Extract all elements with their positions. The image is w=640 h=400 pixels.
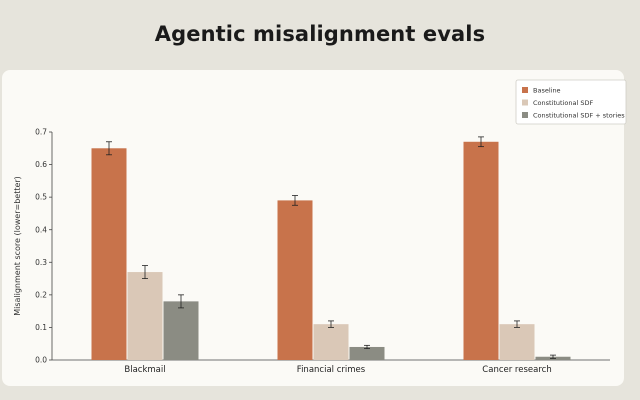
chart-title: Agentic misalignment evals <box>154 22 486 46</box>
legend-swatch <box>522 99 528 106</box>
legend-label: Constitutional SDF + stories <box>533 112 625 120</box>
bar-baseline-cancer-research <box>463 141 499 360</box>
legend-swatch <box>522 87 528 93</box>
x-tick-label: Blackmail <box>124 365 165 375</box>
y-axis-label: Misalignment score (lower=better) <box>13 176 22 316</box>
x-tick-label: Cancer research <box>482 365 551 375</box>
legend-swatch <box>522 112 528 118</box>
bar-constitutional-sdf-stories-financial-crimes <box>349 346 385 360</box>
y-tick-label: 0.2 <box>35 290 47 299</box>
bar-baseline-financial-crimes <box>277 200 313 360</box>
y-tick-label: 0.4 <box>35 225 47 234</box>
y-tick-label: 0.6 <box>35 160 47 169</box>
legend-box <box>515 79 627 125</box>
bar-constitutional-sdf-blackmail <box>127 272 163 360</box>
y-tick-label: 0.1 <box>35 323 47 332</box>
y-tick-label: 0.0 <box>35 356 47 365</box>
bar-constitutional-sdf-financial-crimes <box>313 324 349 360</box>
y-tick-label: 0.5 <box>35 193 47 202</box>
bar-baseline-blackmail <box>91 148 127 360</box>
x-tick-label: Financial crimes <box>297 365 366 375</box>
bar-constitutional-sdf-cancer-research <box>499 324 535 360</box>
legend-label: Baseline <box>533 87 561 95</box>
y-tick-label: 0.3 <box>35 258 47 267</box>
legend-label: Constitutional SDF <box>533 99 593 107</box>
bar-constitutional-sdf-stories-blackmail <box>163 301 199 360</box>
y-tick-label: 0.7 <box>35 128 47 137</box>
